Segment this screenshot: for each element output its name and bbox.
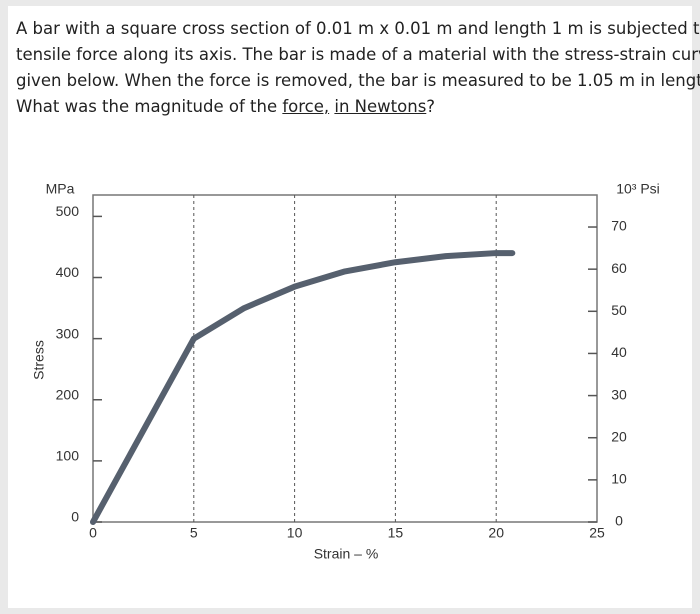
- plot-frame: [92, 194, 598, 523]
- question-line: A bar with a square cross section of 0.0…: [16, 19, 700, 38]
- x-tick-label: 20: [488, 525, 504, 541]
- stress-strain-curve: [90, 250, 516, 525]
- question-line: given below. When the force is removed, …: [16, 71, 700, 90]
- y-tick-label: 300: [56, 325, 80, 341]
- y-tick-label: 100: [56, 448, 80, 464]
- x-tick-label: 10: [287, 525, 303, 541]
- y2-tick-label: 30: [611, 386, 627, 402]
- y-tick-label: 200: [56, 386, 80, 402]
- y2-tick-label: 70: [611, 218, 627, 234]
- underlined-text: force,: [282, 97, 330, 116]
- y2-tick-label: 10: [611, 471, 627, 487]
- x-tick-label: 0: [89, 525, 97, 541]
- y-tick-label: 500: [56, 203, 80, 219]
- question-line: What was the magnitude of the force, in …: [16, 94, 676, 120]
- y2-tick-label: 20: [611, 428, 627, 444]
- x-tick-label: 15: [388, 525, 404, 541]
- y-tick-label: 0: [71, 509, 79, 525]
- question: A bar with a square cross section of 0.0…: [16, 16, 700, 120]
- underlined-text: in Newtons: [334, 97, 427, 116]
- y-tick-label: 400: [56, 264, 80, 280]
- y2-tick-label: 40: [611, 344, 627, 360]
- y2-tick-label: 60: [611, 260, 627, 276]
- y2-tick-label: 50: [611, 302, 627, 318]
- question-text: What was the magnitude of the: [16, 97, 283, 116]
- x-axis-label: Strain – %: [314, 546, 379, 562]
- question-line: tensile force along its axis. The bar is…: [16, 45, 700, 64]
- y2-unit-label: 10³ Psi: [616, 181, 660, 197]
- x-tick-label: 5: [190, 525, 198, 541]
- y-unit-label: MPa: [46, 181, 75, 197]
- y-axis-label: Stress: [31, 340, 47, 380]
- y2-tick-label: 0: [615, 513, 623, 529]
- question-text: ?: [426, 97, 436, 116]
- x-tick-label: 25: [589, 525, 605, 541]
